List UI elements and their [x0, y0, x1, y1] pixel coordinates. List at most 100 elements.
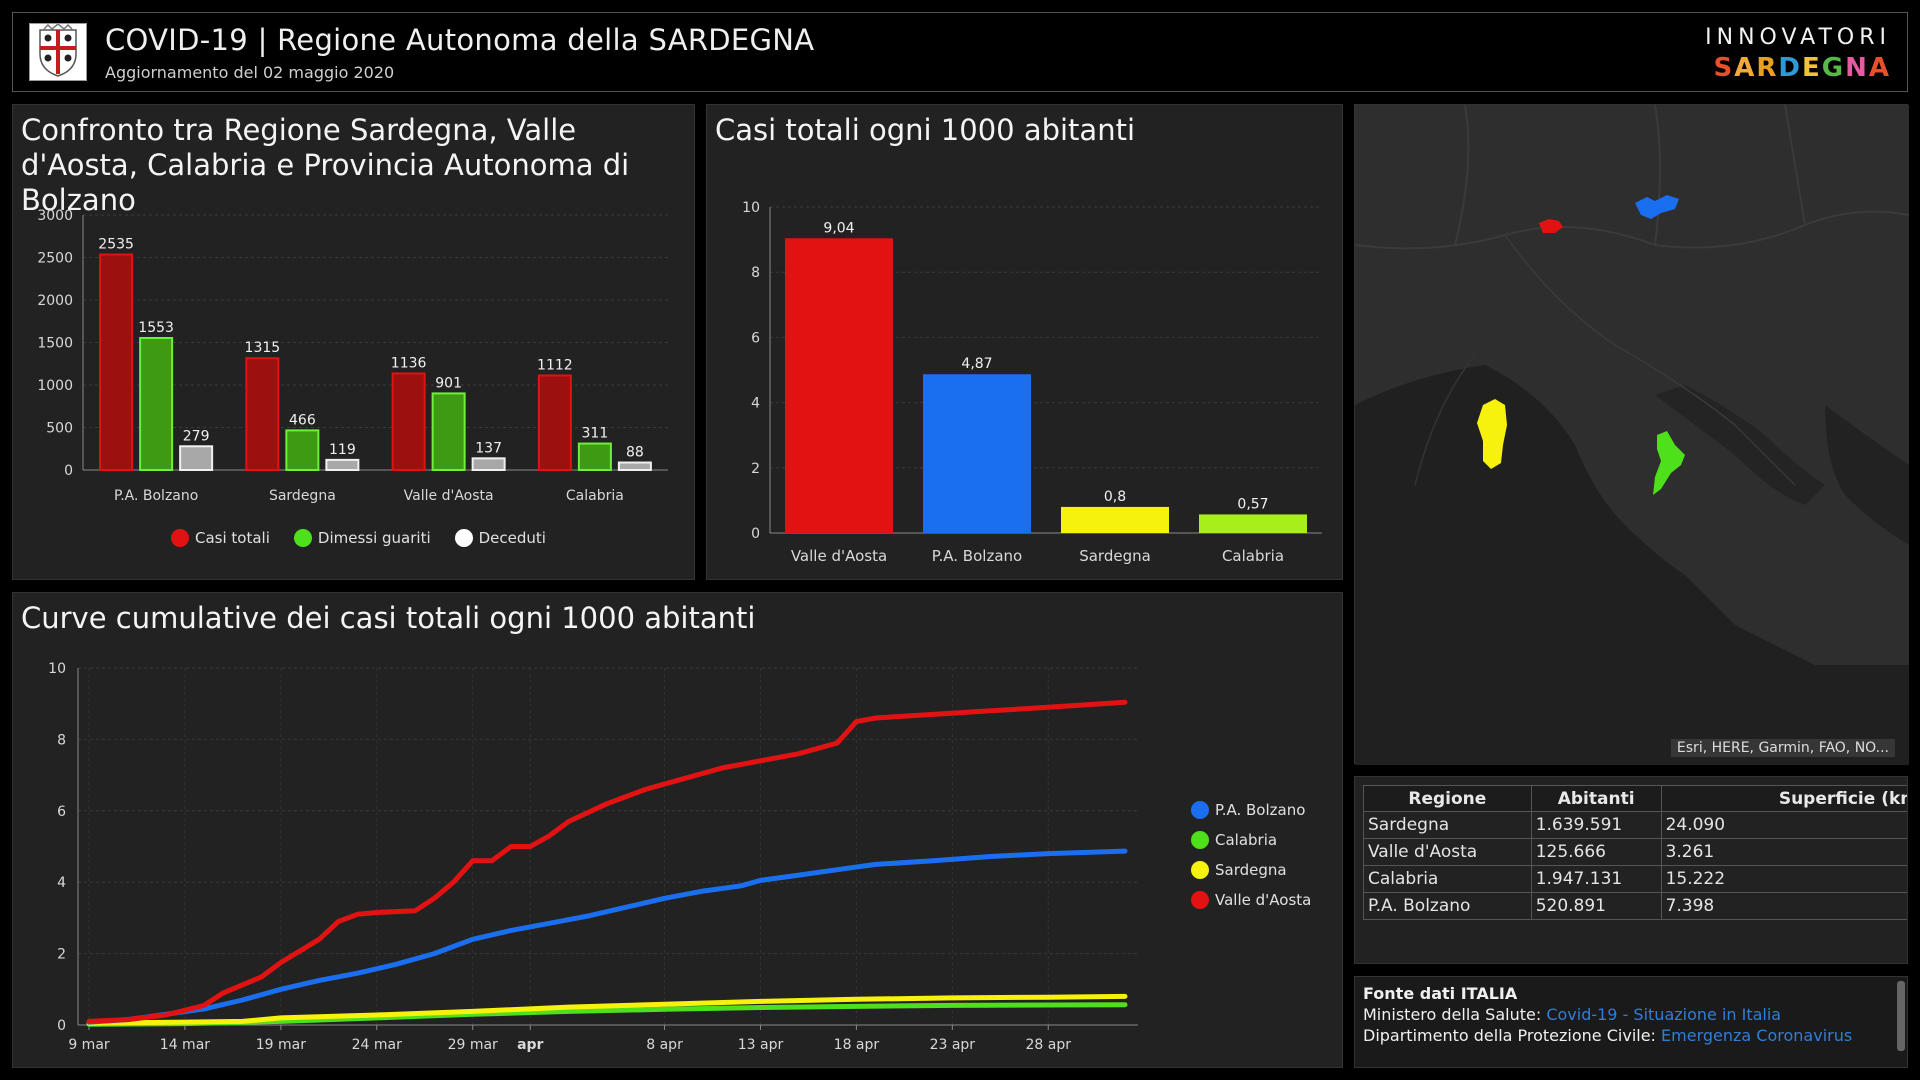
bar-value-label: 466	[289, 412, 316, 428]
table-header-row: Regione Abitanti Superficie (km	[1363, 785, 1907, 812]
brand-innovatori: INNOVATORI	[1705, 25, 1891, 50]
brand-sardegna: SARDEGNA	[1714, 53, 1891, 83]
x-tick-label: 29 mar	[448, 1037, 498, 1053]
rate-chart-title: Casi totali ogni 1000 abitanti	[715, 113, 1136, 147]
curve-legend-item[interactable]: P.A. Bolzano	[1191, 801, 1311, 819]
col-header-superficie[interactable]: Superficie (km	[1660, 785, 1907, 812]
curve-legend-item[interactable]: Sardegna	[1191, 861, 1311, 879]
brand-letter: R	[1756, 53, 1779, 83]
x-tick-label: 19 mar	[256, 1037, 306, 1053]
bar-value-label: 9,04	[823, 220, 854, 236]
bolzano-region[interactable]	[1635, 195, 1679, 219]
bar	[1061, 506, 1169, 533]
y-tick-label: 6	[751, 330, 760, 346]
brand-letter: E	[1802, 53, 1822, 83]
y-tick-label: 1500	[37, 336, 73, 352]
bar	[179, 445, 214, 472]
app-title: COVID-19 | Regione Autonoma della SARDEG…	[105, 23, 815, 57]
x-category-label: Valle d'Aosta	[404, 488, 494, 504]
x-tick-label: 8 apr	[646, 1037, 683, 1053]
y-tick-label: 0	[57, 1018, 66, 1034]
x-category-label: Calabria	[1222, 547, 1284, 565]
bar	[391, 372, 426, 471]
brand-letter: A	[1868, 53, 1891, 83]
brand-letter: A	[1734, 53, 1757, 83]
brand-letter: G	[1821, 53, 1846, 83]
bar	[471, 457, 506, 472]
cell-superficie: 7.398	[1660, 892, 1907, 920]
legend-dot-icon	[454, 529, 473, 547]
legend-dot-icon	[1191, 891, 1209, 909]
legend-dot-icon	[1191, 801, 1209, 819]
bar	[245, 357, 280, 472]
y-tick-label: 8	[751, 265, 760, 281]
source-heading: Fonte dati ITALIA	[1363, 984, 1518, 1003]
compare-bar-chart: 0 500 1000 1500 2000 2500 3000 P.A. Bolzano 2535…	[37, 208, 668, 504]
compare-legend-item[interactable]: Deceduti	[454, 529, 546, 547]
regions-table: Regione Abitanti Superficie (km Sardegna…	[1363, 785, 1907, 920]
bar-value-label: 0,57	[1237, 496, 1268, 512]
y-tick-label: 4	[57, 875, 66, 891]
bar	[785, 238, 893, 533]
bar-value-label: 311	[582, 426, 609, 442]
bar-value-label: 1112	[537, 357, 573, 373]
bar	[923, 374, 1031, 533]
compare-chart-panel: Confronto tra Regione Sardegna, Valle d'…	[12, 104, 695, 580]
legend-dot-icon	[293, 529, 312, 547]
bar-value-label: 1553	[138, 320, 174, 336]
y-tick-label: 2500	[37, 251, 73, 267]
brand-letter: D	[1778, 53, 1802, 83]
y-tick-label: 2000	[37, 293, 73, 309]
y-tick-label: 2	[751, 461, 760, 477]
x-tick-label: apr	[517, 1037, 543, 1053]
bar-value-label: 88	[626, 445, 644, 461]
regions-map[interactable]: Esri, HERE, Garmin, FAO, NO...	[1354, 104, 1910, 765]
curve-chart-legend: P.A. Bolzano Calabria Sardegna Valle d'Aost…	[1191, 801, 1311, 921]
cell-abitanti: 520.891	[1530, 892, 1662, 920]
source-protezione-label: Dipartimento della Protezione Civile:	[1363, 1026, 1662, 1045]
calabria-region[interactable]	[1653, 431, 1685, 495]
bar-value-label: 0,8	[1104, 489, 1126, 505]
x-category-label: Calabria	[566, 488, 624, 504]
legend-label: P.A. Bolzano	[1215, 801, 1306, 819]
protezione-civile-link[interactable]: Emergenza Coronavirus	[1661, 1026, 1853, 1045]
cell-regione: P.A. Bolzano	[1363, 892, 1532, 920]
bar-value-label: 119	[329, 442, 356, 458]
bar	[1199, 514, 1307, 533]
italy-map[interactable]	[1354, 104, 1910, 765]
sardegna-region[interactable]	[1477, 399, 1507, 469]
x-category-label: Valle d'Aosta	[791, 547, 887, 565]
x-tick-label: 18 apr	[834, 1037, 880, 1053]
col-header-abitanti[interactable]: Abitanti	[1530, 785, 1662, 812]
table-row[interactable]: P.A. Bolzano 520.891 7.398	[1363, 892, 1907, 920]
legend-label: Calabria	[1215, 831, 1278, 849]
brand-letter: N	[1845, 53, 1869, 83]
ministero-link[interactable]: Covid-19 - Situazione in Italia	[1546, 1005, 1782, 1024]
source-scrollbar[interactable]	[1897, 981, 1905, 1051]
compare-chart-title: Confronto tra Regione Sardegna, Valle d'…	[21, 113, 630, 217]
cumulative-line-chart: 0 2 4 6 8 10 9 mar 14 mar 19 mar 24 mar 29 mar apr 8…	[48, 661, 1138, 1053]
curve-legend-item[interactable]: Calabria	[1191, 831, 1311, 849]
legend-label: Casi totali	[195, 529, 270, 547]
compare-chart-legend: Casi totali Dimessi guariti Deceduti	[171, 529, 570, 547]
table-row[interactable]: Calabria 1.947.131 15.222	[1363, 865, 1907, 893]
map-attribution: Esri, HERE, Garmin, FAO, NO...	[1670, 739, 1895, 757]
series-line	[86, 699, 1128, 1024]
x-tick-label: 13 apr	[738, 1037, 784, 1053]
curve-legend-item[interactable]: Valle d'Aosta	[1191, 891, 1311, 909]
x-category-label: Sardegna	[269, 488, 336, 504]
curve-chart-panel: Curve cumulative dei casi totali ogni 10…	[12, 592, 1343, 1068]
x-tick-label: 24 mar	[352, 1037, 402, 1053]
valle-daosta-region[interactable]	[1539, 219, 1563, 233]
compare-legend-item[interactable]: Casi totali	[171, 529, 270, 547]
legend-dot-icon	[1191, 861, 1209, 879]
regions-table-panel: Regione Abitanti Superficie (km Sardegna…	[1354, 776, 1908, 964]
y-tick-label: 2	[57, 947, 66, 963]
x-category-label: P.A. Bolzano	[114, 488, 198, 504]
bar-value-label: 901	[435, 375, 462, 391]
cell-superficie: 15.222	[1660, 865, 1907, 893]
table-row[interactable]: Sardegna 1.639.591 24.090	[1363, 811, 1907, 839]
compare-legend-item[interactable]: Dimessi guariti	[293, 529, 431, 547]
col-header-regione[interactable]: Regione	[1363, 785, 1532, 812]
table-row[interactable]: Valle d'Aosta 125.666 3.261	[1363, 838, 1907, 866]
